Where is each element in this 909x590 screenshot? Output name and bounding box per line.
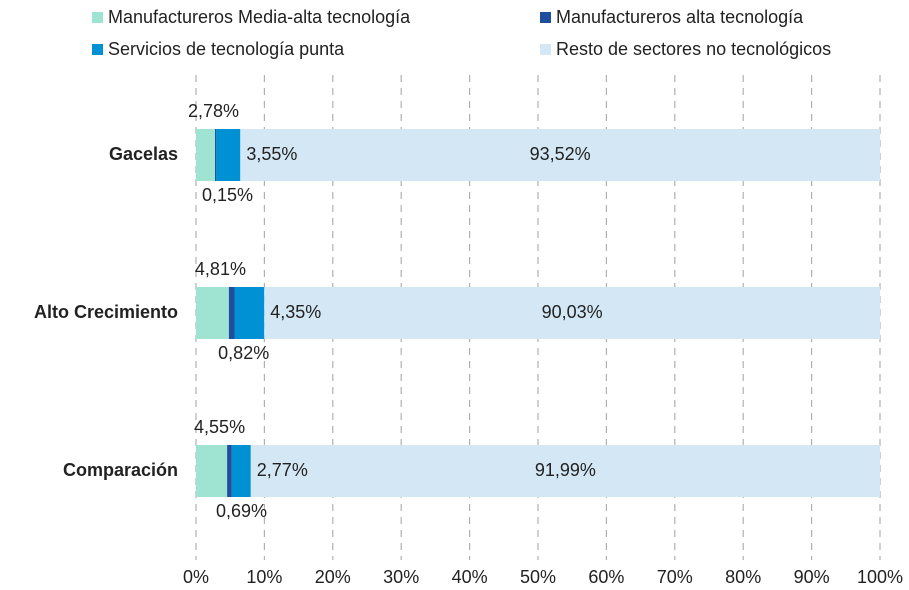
legend-swatch	[540, 12, 551, 23]
legend-label: Manufactureros alta tecnología	[556, 7, 804, 27]
x-tick-label: 20%	[315, 567, 351, 587]
x-tick-label: 10%	[246, 567, 282, 587]
category-label: Comparación	[63, 460, 178, 480]
x-tick-label: 80%	[725, 567, 761, 587]
x-tick-label: 30%	[383, 567, 419, 587]
x-tick-label: 70%	[657, 567, 693, 587]
x-tick-label: 0%	[183, 567, 209, 587]
legend-label: Manufactureros Media-alta tecnología	[108, 7, 411, 27]
value-label: 0,15%	[202, 185, 253, 205]
legend-swatch	[92, 12, 103, 23]
x-tick-label: 100%	[857, 567, 903, 587]
bar-segment	[228, 287, 235, 339]
value-label: 4,81%	[195, 259, 246, 279]
category-label: Alto Crecimiento	[34, 302, 178, 322]
value-label: 90,03%	[542, 302, 603, 322]
value-label: 91,99%	[535, 460, 596, 480]
bar-segment	[240, 129, 881, 181]
bar-segment	[227, 445, 232, 497]
legend-label: Resto de sectores no tecnológicos	[556, 39, 831, 59]
legend-swatch	[540, 44, 551, 55]
value-label: 3,55%	[246, 144, 297, 164]
value-label: 4,35%	[270, 302, 321, 322]
bar-segment	[250, 445, 881, 497]
legend-label: Servicios de tecnología punta	[108, 39, 345, 59]
bar-segment	[231, 445, 251, 497]
bar-segment	[196, 129, 216, 181]
bar-segment	[215, 129, 217, 181]
x-tick-label: 40%	[452, 567, 488, 587]
x-tick-label: 90%	[794, 567, 830, 587]
category-label: Gacelas	[109, 144, 178, 164]
bar-segment	[264, 287, 881, 339]
bar-segment	[196, 445, 228, 497]
value-label: 4,55%	[194, 417, 245, 437]
value-label: 93,52%	[530, 144, 591, 164]
x-tick-label: 50%	[520, 567, 556, 587]
legend-swatch	[92, 44, 103, 55]
bar-segment	[216, 129, 241, 181]
x-tick-label: 60%	[588, 567, 624, 587]
value-label: 2,77%	[257, 460, 308, 480]
value-label: 0,82%	[218, 343, 269, 363]
bar-segment	[234, 287, 265, 339]
bar-segment	[196, 287, 229, 339]
value-label: 0,69%	[216, 501, 267, 521]
value-label: 2,78%	[188, 101, 239, 121]
